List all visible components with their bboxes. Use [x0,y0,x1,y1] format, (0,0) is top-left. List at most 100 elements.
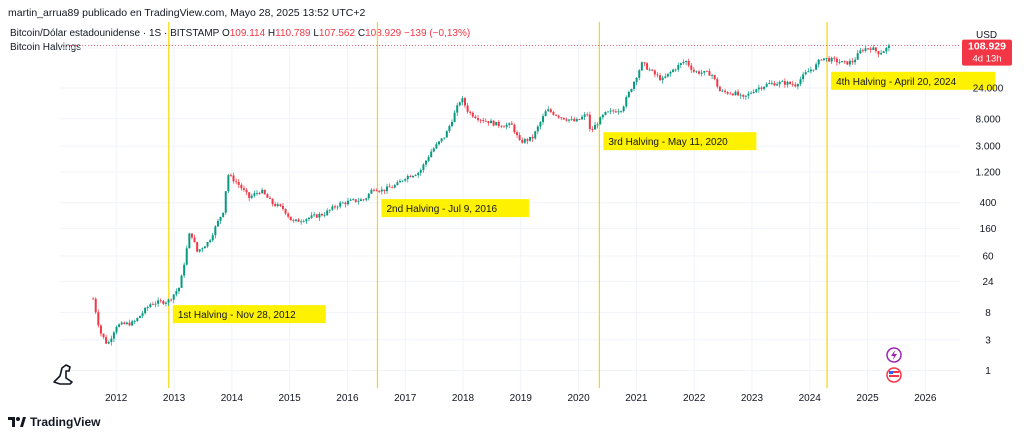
last-price-tag-bg [962,39,1012,66]
candle-body [224,191,227,213]
y-tick-label: 3 [985,335,991,346]
high-value: 110.789 [275,28,311,39]
candle-body [229,175,232,176]
candle-body [531,136,534,139]
candle-body [724,90,727,92]
candle-body [404,179,407,181]
candle-body [235,181,238,183]
candle-body [484,120,487,122]
candle-body [383,189,386,192]
x-tick-label: 2015 [278,393,301,404]
candle-body [708,71,711,76]
symbol-legend[interactable]: Bitcoin/Dólar estadounidense · 1S · BITS… [10,28,470,39]
candle-body [196,242,199,252]
candle-body [131,321,134,326]
bar-countdown: 4d 13h [972,54,1001,65]
last-price-value: 108.929 [968,41,1006,53]
halving-label-bg [381,199,529,218]
candle-body [97,312,100,326]
candle-body [261,189,264,194]
candle-body [414,175,417,176]
candle-body [99,325,102,334]
brand-footer[interactable]: TradingView [8,415,100,429]
candle-body [349,199,352,201]
candle-body [783,81,786,85]
candle-body [456,105,459,113]
candle-body [666,73,669,77]
candle-body [841,61,844,63]
candle-body [227,175,230,192]
candle-body [635,77,638,82]
candle-body [776,84,779,86]
candle-body [216,220,219,227]
candle-body [508,123,511,125]
candle-body [167,299,170,303]
candle-body [279,204,282,206]
symbol-title[interactable]: Bitcoin/Dólar estadounidense · 1S · BITS… [10,28,220,39]
candle-body [425,160,427,165]
candle-body [222,212,225,217]
candle-body [794,84,797,87]
candle-body [339,202,342,207]
candle-body [557,115,560,118]
candle-body [601,114,604,118]
candle-body [854,59,857,63]
candle-body [565,119,568,121]
dinosaur-icon[interactable] [53,364,73,385]
candle-body [211,235,214,241]
candle-body [354,199,357,202]
candle-body [206,241,209,247]
candle-body [846,61,849,65]
indicator-legend[interactable]: Bitcoin Halvings [10,42,82,53]
candle-body [534,131,537,139]
currency-label[interactable]: USD [976,30,998,41]
candle-body [555,114,558,116]
candle-body [612,110,615,112]
candle-body [118,324,121,327]
candle-body [479,119,482,121]
candle-body [661,77,664,81]
candle-body [471,112,474,117]
candle-body [726,91,729,94]
candle-body [367,193,370,199]
chart-grid [60,40,960,392]
y-tick-label: 160 [980,224,997,235]
candle-body [505,124,508,127]
candle-body [391,187,394,189]
candle-body [578,119,581,120]
x-tick-label: 2024 [799,393,822,404]
candle-body [393,185,396,188]
candle-body [669,72,672,74]
candle-body [752,91,755,93]
tradingview-logo-icon [8,417,26,427]
candle-body [692,69,695,72]
x-tick-label: 2023 [741,393,764,404]
candle-body [352,199,355,201]
candle-body [690,65,693,70]
candle-body [461,98,464,103]
candle-body [495,121,498,126]
candle-body [542,116,545,123]
candle-body [378,191,381,192]
candle-body [630,88,633,92]
candle-body [594,124,597,130]
candle-body [435,144,438,149]
y-tick-label: 8 [985,308,991,319]
candle-body [302,221,305,223]
candle-body [809,69,812,72]
candle-body [760,87,763,89]
candle-body [867,48,870,50]
us-flag-icon[interactable] [886,367,902,383]
candle-body [315,214,318,218]
candle-body [713,75,716,80]
candle-body [258,193,261,194]
candle-body [466,105,469,112]
x-tick-label: 2021 [625,393,648,404]
candle-body [677,64,680,70]
candle-body [588,114,591,130]
candle-body [170,299,173,301]
candle-body [362,199,365,201]
lightning-icon[interactable] [886,347,902,363]
candle-body [422,164,425,171]
